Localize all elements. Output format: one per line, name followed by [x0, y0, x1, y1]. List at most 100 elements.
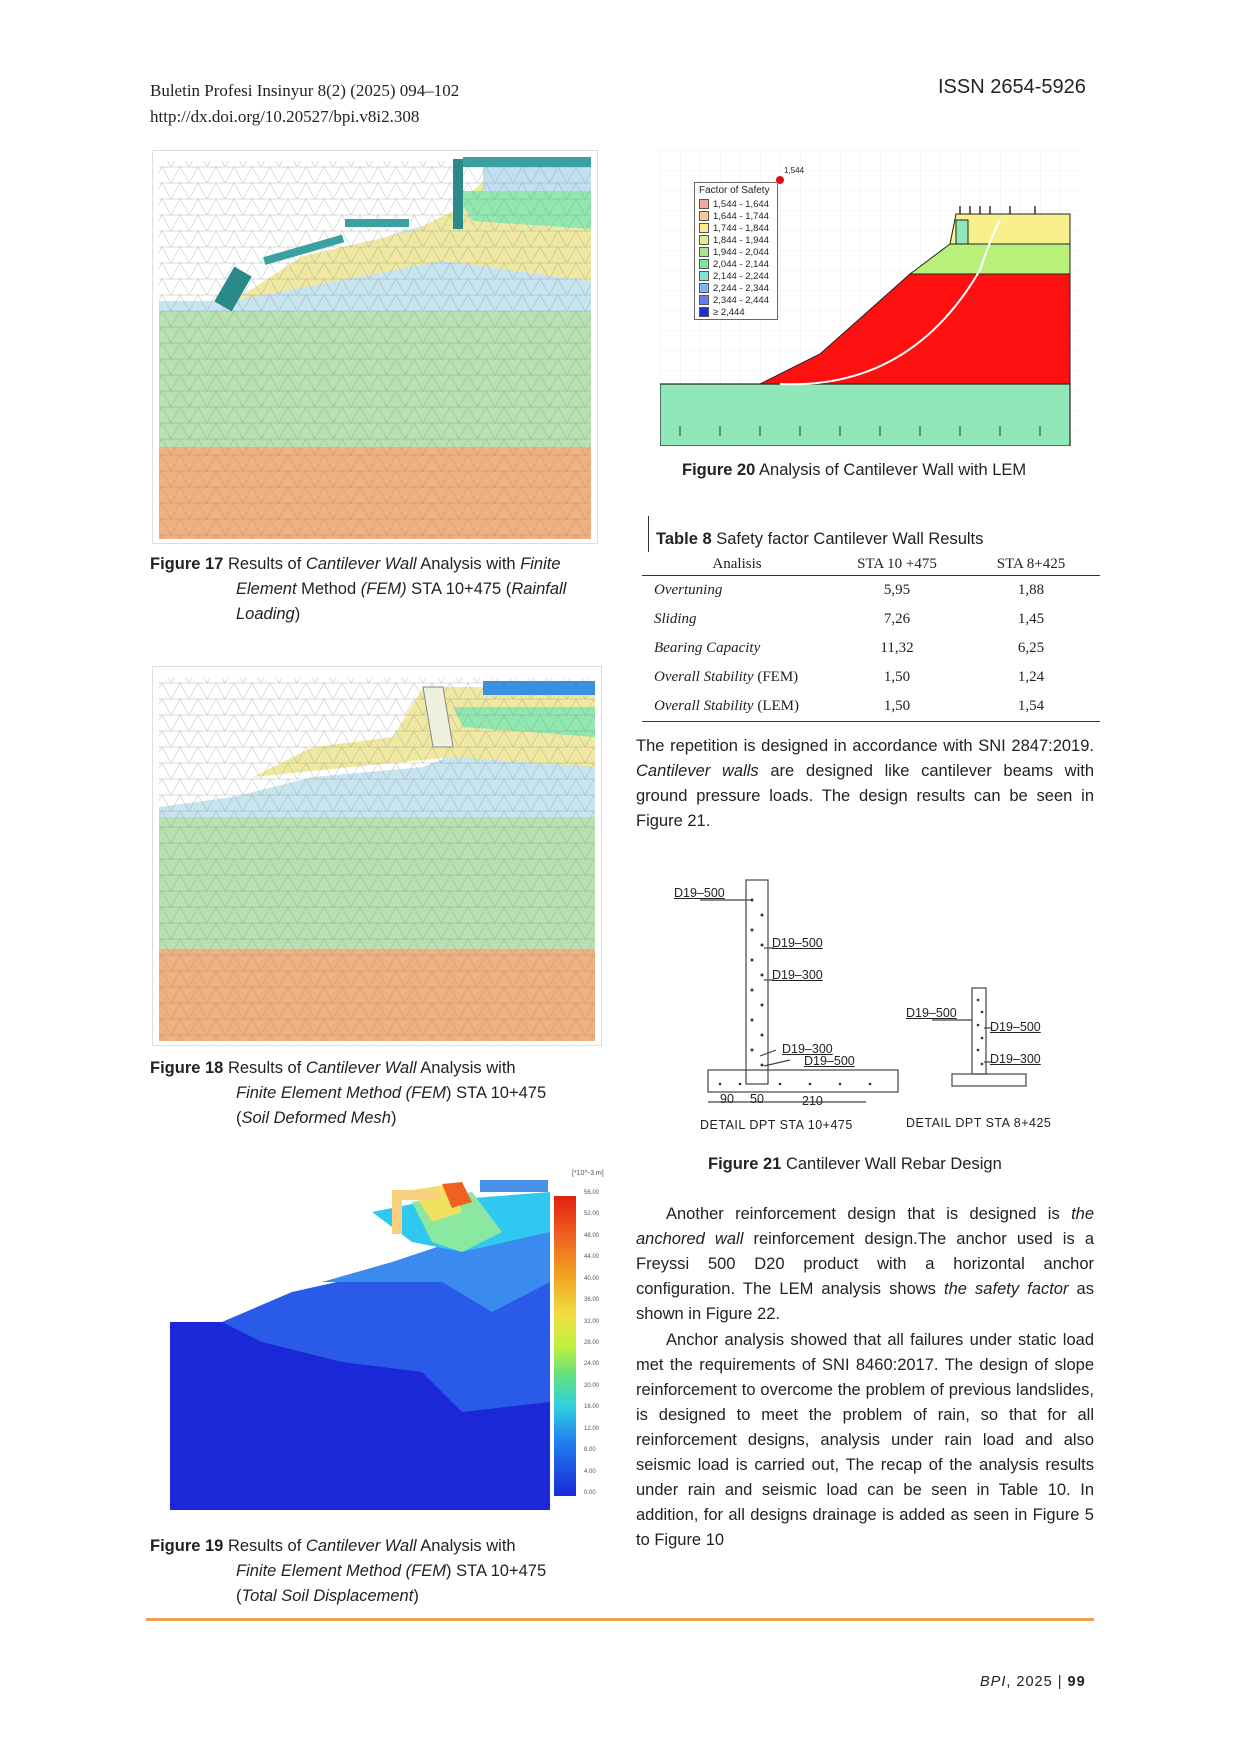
rebar-label-3: D19–300 — [772, 968, 823, 982]
table-cell-sta10: 1,50 — [883, 669, 911, 685]
fos-legend-label: 1,544 - 1,644 — [713, 198, 769, 210]
doi-link[interactable]: http://dx.doi.org/10.20527/bpi.v8i2.308 — [150, 107, 420, 126]
rebar-label-4: D19–300 — [782, 1042, 833, 1056]
rebar-label-2: D19–500 — [772, 936, 823, 950]
page-footer: BPI, 2025 | 99 — [980, 1674, 1086, 1690]
legend-value: 52.00 — [584, 1211, 600, 1218]
figure-17-caption: Figure 17 Results of Cantilever Wall Ana… — [150, 555, 567, 623]
legend-value: 4.00 — [584, 1468, 596, 1475]
legend-value: 0.00 — [584, 1490, 596, 1496]
table-cell-label: Bearing Capacity — [654, 640, 761, 656]
table-cell-label: Overall Stability (FEM) — [654, 669, 799, 685]
table-header-sta8: STA 8+425 — [962, 553, 1100, 576]
legend-value: 40.00 — [584, 1275, 600, 1282]
figure-17-image — [152, 150, 598, 544]
table-cell-sta8: 1,54 — [962, 692, 1100, 722]
fos-legend-item: 2,144 - 2,244 — [695, 270, 777, 282]
fos-legend-swatch — [699, 211, 709, 221]
table-row: Overtuning 5,95 1,88 — [642, 576, 1100, 606]
footer-rule — [146, 1618, 1094, 1621]
figure-20-caption: Figure 20 Analysis of Cantilever Wall wi… — [682, 461, 1027, 479]
legend-colorbar — [554, 1196, 576, 1496]
figure-19-legend: [*10^-3 m] 56.00 52.00 48.00 44.00 40.00 36.0… — [554, 1170, 614, 1510]
fos-legend-label: 2,044 - 2,144 — [713, 258, 769, 270]
rebar-label-5: D19–500 — [804, 1054, 855, 1068]
legend-value: 20.00 — [584, 1382, 600, 1389]
table-row: Sliding 7,26 1,45 — [642, 605, 1100, 634]
fos-legend-swatch — [699, 307, 709, 317]
dim-90: 90 — [720, 1092, 734, 1106]
fos-legend-item: ≥ 2,444 — [695, 306, 777, 318]
fos-legend-swatch — [699, 247, 709, 257]
dim-210: 210 — [802, 1094, 823, 1108]
issn: ISSN 2654-5926 — [938, 76, 1086, 98]
figure-18-image — [152, 666, 602, 1046]
table-cell-sta10: 5,95 — [883, 582, 911, 598]
table-cell-label: Overtuning — [654, 582, 723, 598]
figure-19-image — [162, 1172, 610, 1512]
legend-value: 28.00 — [584, 1340, 600, 1346]
table-cell-sta8: 6,25 — [1017, 640, 1045, 656]
fos-legend-swatch — [699, 235, 709, 245]
legend-value: 44.00 — [584, 1254, 600, 1261]
table-header-sta10: STA 10 +475 — [832, 553, 962, 576]
rebar-label-7: D19–500 — [990, 1020, 1041, 1034]
legend-value: 12.00 — [584, 1425, 600, 1432]
figure-18-caption: Figure 18 Results of Cantilever Wall Ana… — [150, 1059, 547, 1127]
legend-value: 8.00 — [584, 1447, 596, 1454]
detail-label-2: DETAIL DPT STA 8+425 — [906, 1116, 1052, 1130]
table-row: Overall Stability (FEM) 1,50 1,24 — [642, 663, 1100, 692]
detail-label-1: DETAIL DPT STA 10+475 — [700, 1118, 853, 1132]
fos-legend-item: 1,844 - 1,944 — [695, 234, 777, 246]
fos-legend-label: 1,844 - 1,944 — [713, 234, 769, 246]
table-cell-label: Overall Stability (LEM) — [642, 692, 832, 722]
legend-value: 32.00 — [584, 1318, 600, 1325]
fos-legend-item: 1,644 - 1,744 — [695, 210, 777, 222]
fos-legend-item: 2,244 - 2,344 — [695, 282, 777, 294]
fos-legend: Factor of Safety 1,544 - 1,644 1,644 - 1,… — [694, 182, 778, 320]
rebar-label-6: D19–500 — [906, 1006, 957, 1020]
fos-legend-swatch — [699, 295, 709, 305]
figure-20-image: 1,544 Factor of Safety 1,544 - 1,644 1,64… — [660, 150, 1080, 446]
fos-legend-swatch — [699, 223, 709, 233]
legend-value: 48.00 — [584, 1232, 600, 1239]
fos-legend-label: ≥ 2,444 — [713, 306, 745, 318]
paragraph-2: Another reinforcement design that is des… — [636, 1205, 1095, 1323]
fos-legend-swatch — [699, 199, 709, 209]
legend-value: 56.00 — [584, 1190, 600, 1196]
rebar-label-1: D19–500 — [674, 886, 725, 900]
table-row: Bearing Capacity 11,32 6,25 — [642, 634, 1100, 663]
fos-legend-swatch — [699, 259, 709, 269]
table-cell-sta10: 11,32 — [880, 640, 914, 656]
figure-19-caption: Figure 19 Results of Cantilever Wall Ana… — [150, 1537, 547, 1605]
figure-21-image: D19–500 D19–500 D19–300 D19–300 D19–500 … — [660, 870, 1090, 1142]
table-header-analisis: Analisis — [642, 553, 832, 576]
legend-unit: [*10^-3 m] — [572, 1170, 604, 1177]
fos-legend-label: 1,944 - 2,044 — [713, 246, 769, 258]
fos-legend-title: Factor of Safety — [699, 185, 770, 196]
fos-legend-label: 2,244 - 2,344 — [713, 282, 769, 294]
legend-value: 16.00 — [584, 1404, 600, 1411]
table-8-caption: Table 8 Safety factor Cantilever Wall Re… — [656, 530, 984, 548]
fos-legend-label: 2,144 - 2,244 — [713, 270, 769, 282]
fos-legend-label: 1,644 - 1,744 — [713, 210, 769, 222]
table-cell-sta10: 1,50 — [832, 692, 962, 722]
fos-legend-item: 2,044 - 2,144 — [695, 258, 777, 270]
table-cell-sta8: 1,45 — [1017, 611, 1045, 627]
fos-legend-swatch — [699, 283, 709, 293]
legend-value: 36.00 — [584, 1297, 600, 1304]
journal-citation: Buletin Profesi Insinyur 8(2) (2025) 094… — [150, 81, 460, 100]
table-cell-sta8: 1,24 — [1017, 669, 1045, 685]
rebar-label-8: D19–300 — [990, 1052, 1041, 1066]
paragraph-1: The repetition is designed in accordance… — [636, 737, 1094, 830]
paragraph-3: Anchor analysis showed that all failures… — [636, 1331, 1094, 1549]
figure-21-caption: Figure 21 Cantilever Wall Rebar Design — [708, 1155, 1002, 1173]
fos-legend-label: 1,744 - 1,844 — [713, 222, 769, 234]
fos-min-label: 1,544 — [784, 166, 805, 175]
fos-legend-item: 1,944 - 2,044 — [695, 246, 777, 258]
table-row: Overall Stability (LEM) 1,50 1,54 — [642, 692, 1100, 722]
table-cell-sta10: 7,26 — [883, 611, 911, 627]
fos-legend-item: 2,344 - 2,444 — [695, 294, 777, 306]
legend-value: 24.00 — [584, 1361, 600, 1368]
table-8: Analisis STA 10 +475 STA 8+425 Overtunin… — [642, 553, 1100, 722]
